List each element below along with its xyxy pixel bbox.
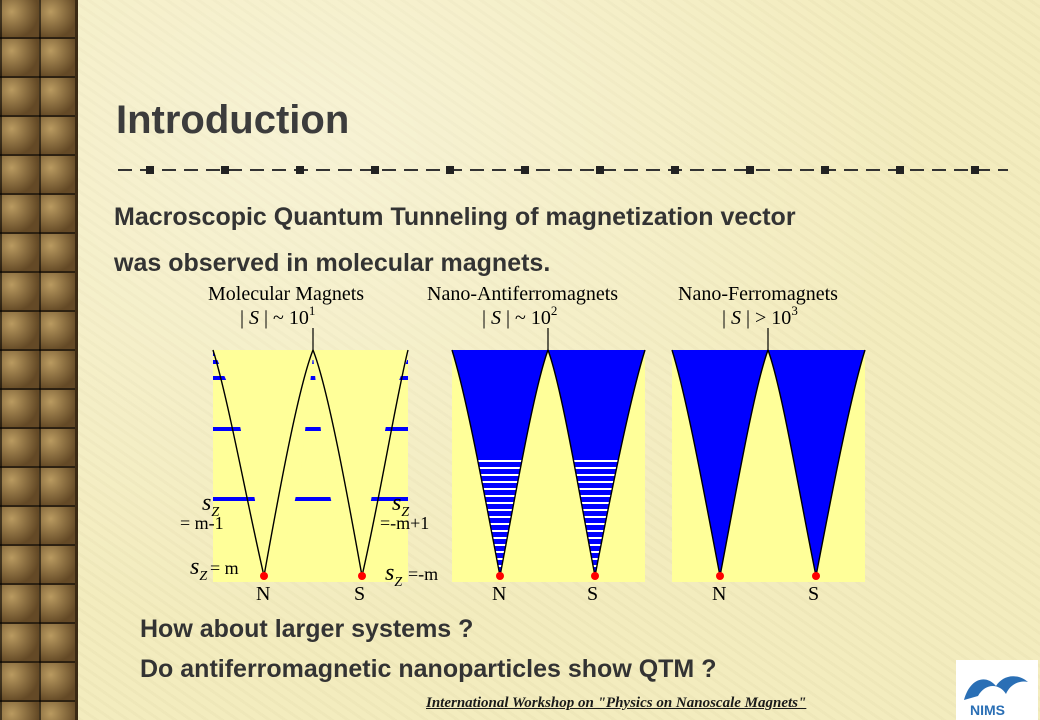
pole-south: S bbox=[587, 583, 598, 605]
label-right-upper: =-m+1 bbox=[380, 513, 429, 533]
panel-title-molecular: Molecular Magnets bbox=[208, 283, 364, 305]
label-left-upper: = m-1 bbox=[180, 513, 224, 533]
svg-text:sZ: sZ bbox=[385, 560, 402, 590]
body-text-line-2: was observed in molecular magnets. bbox=[114, 249, 551, 277]
panel-nano-antiferromagnets: Nano-Antiferromagnets | S | ~ 102 N S bbox=[427, 283, 646, 605]
footer-workshop-link[interactable]: International Workshop on "Physics on Na… bbox=[426, 695, 807, 711]
panel-spin-antiferro: | S | ~ 102 bbox=[482, 303, 557, 329]
ground-state-dot bbox=[358, 572, 366, 580]
panel-spin-molecular: | S | ~ 101 bbox=[240, 303, 315, 329]
svg-text:sZ: sZ bbox=[190, 554, 207, 584]
wood-sidebar-decoration bbox=[0, 0, 78, 720]
energy-levels-diagram: Molecular Magnets | S | ~ 101 sZ = m-1 s… bbox=[180, 283, 866, 605]
panel-spin-ferro: | S | > 103 bbox=[722, 303, 798, 329]
panel-molecular-magnets: Molecular Magnets | S | ~ 101 sZ = m-1 s… bbox=[180, 283, 438, 605]
slide-title: Introduction bbox=[116, 98, 350, 142]
svg-text:sZ: sZ bbox=[392, 490, 409, 520]
pole-north: N bbox=[492, 583, 506, 605]
pole-south: S bbox=[354, 583, 365, 605]
ground-state-dot bbox=[591, 572, 599, 580]
panel-nano-ferromagnets: Nano-Ferromagnets | S | > 103 N S bbox=[671, 283, 866, 605]
label-left-lower: = m bbox=[210, 558, 239, 578]
title-divider bbox=[118, 166, 1008, 174]
ground-state-dot bbox=[716, 572, 724, 580]
pole-north: N bbox=[256, 583, 270, 605]
body-text-line-1: Macroscopic Quantum Tunneling of magneti… bbox=[114, 203, 796, 231]
question-line-2: Do antiferromagnetic nanoparticles show … bbox=[140, 655, 717, 683]
question-line-1: How about larger systems ? bbox=[140, 615, 474, 643]
pole-south: S bbox=[808, 583, 819, 605]
ground-state-dot bbox=[496, 572, 504, 580]
ground-state-dot bbox=[260, 572, 268, 580]
nims-logo-icon: NIMS bbox=[956, 660, 1038, 720]
label-right-lower: =-m bbox=[408, 564, 438, 584]
pole-north: N bbox=[712, 583, 726, 605]
logo-text: NIMS bbox=[970, 702, 1005, 718]
ground-state-dot bbox=[812, 572, 820, 580]
panel-title-antiferro: Nano-Antiferromagnets bbox=[427, 283, 618, 305]
svg-text:sZ: sZ bbox=[202, 490, 219, 520]
panel-title-ferro: Nano-Ferromagnets bbox=[678, 283, 838, 305]
